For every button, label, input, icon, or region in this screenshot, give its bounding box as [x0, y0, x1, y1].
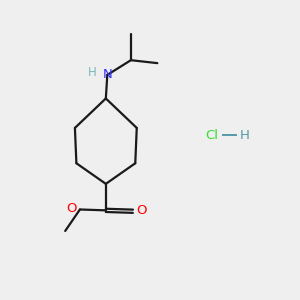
Text: H: H [88, 66, 96, 79]
Text: O: O [66, 202, 77, 215]
Text: H: H [239, 129, 249, 142]
Text: O: O [136, 204, 146, 217]
Text: N: N [102, 68, 112, 81]
Text: Cl: Cl [205, 129, 218, 142]
